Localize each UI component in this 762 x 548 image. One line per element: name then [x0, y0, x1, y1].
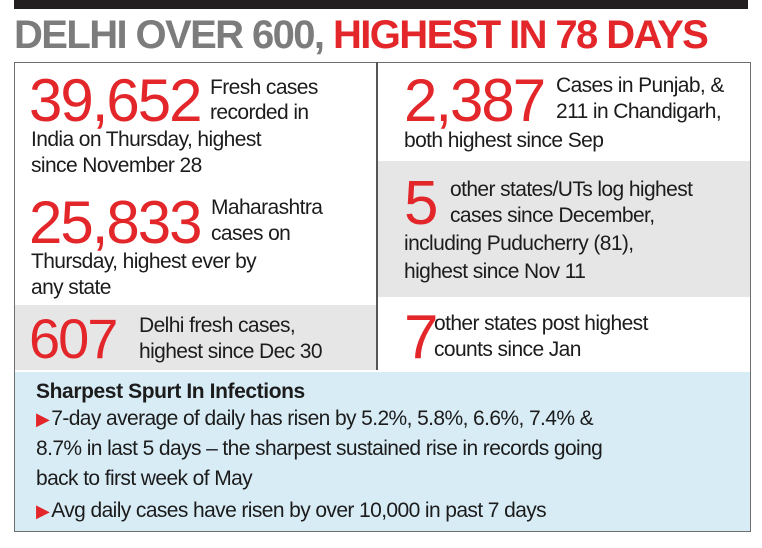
stat-punjab: 2,387 Cases in Punjab, & 211 in Chandiga…: [378, 63, 750, 161]
spurt-bullet-1-cont: back to first week of May: [36, 466, 253, 492]
bullet-text: back to first week of May: [36, 467, 253, 490]
headline-part-red: HIGHEST IN 78 DAYS: [323, 13, 709, 57]
bullet-text: Avg daily cases have risen by over 10,00…: [51, 499, 547, 522]
stat-text: highest since Dec 30: [139, 340, 323, 363]
spurt-bullet-1: ▶7-day average of daily has risen by 5.2…: [36, 406, 594, 432]
stat-india: 39,652 Fresh cases recorded in India on …: [15, 63, 376, 187]
spurt-bullet-2: ▶Avg daily cases have risen by over 10,0…: [36, 498, 547, 524]
stat-number: 2,387: [404, 67, 546, 134]
stat-text: cases on: [211, 222, 291, 245]
stat-text: 211 in Chandigarh,: [556, 100, 722, 123]
stat-text: counts since Jan: [434, 338, 581, 361]
stat-text: other states/UTs log highest: [450, 178, 693, 201]
stat-number: 607: [29, 307, 118, 370]
stat-text: including Puducherry (81),: [404, 232, 634, 255]
stat-text: since November 28: [31, 154, 202, 177]
infographic-panel: [14, 62, 751, 532]
stat-delhi: 607 Delhi fresh cases, highest since Dec…: [15, 305, 376, 370]
bullet-text: 8.7% in last 5 days – the sharpest susta…: [36, 437, 603, 460]
stat-seven-states: 7 other states post highest counts since…: [378, 297, 750, 370]
spurt-bullet-1-cont: 8.7% in last 5 days – the sharpest susta…: [36, 436, 603, 462]
stat-number: 5: [404, 169, 439, 238]
stat-text: other states post highest: [434, 312, 648, 335]
headline-part-grey: DELHI OVER 600,: [14, 13, 325, 57]
stat-number: 39,652: [29, 67, 203, 134]
stat-text: any state: [31, 276, 111, 299]
stat-text: cases since December,: [450, 204, 655, 227]
stat-text: Maharashtra: [211, 196, 323, 219]
top-rule: [14, 0, 748, 9]
red-triangle-bullet-icon: ▶: [36, 409, 50, 429]
red-triangle-bullet-icon: ▶: [36, 501, 50, 521]
stat-number: 7: [404, 303, 439, 370]
stat-text: both highest since Sep: [404, 129, 604, 152]
column-divider: [376, 62, 378, 370]
spurt-box: [15, 372, 750, 531]
stat-text: India on Thursday, highest: [31, 128, 262, 151]
stat-text: recorded in: [210, 101, 309, 124]
stat-text: Cases in Punjab, &: [556, 74, 724, 97]
stat-text: Thursday, highest ever by: [31, 250, 257, 273]
stat-number: 25,833: [29, 189, 203, 256]
stat-text: Fresh cases: [210, 76, 318, 99]
stat-five-states: 5 other states/UTs log highest cases sin…: [378, 161, 750, 297]
page-title: DELHI OVER 600, HIGHEST IN 78 DAYS: [14, 12, 754, 58]
stat-text: Delhi fresh cases,: [139, 314, 296, 337]
stat-text: highest since Nov 11: [404, 260, 586, 283]
bullet-text: 7-day average of daily has risen by 5.2%…: [51, 407, 594, 430]
stat-maharashtra: 25,833 Maharashtra cases on Thursday, hi…: [15, 187, 376, 305]
spurt-title: Sharpest Spurt In Infections: [36, 380, 305, 403]
